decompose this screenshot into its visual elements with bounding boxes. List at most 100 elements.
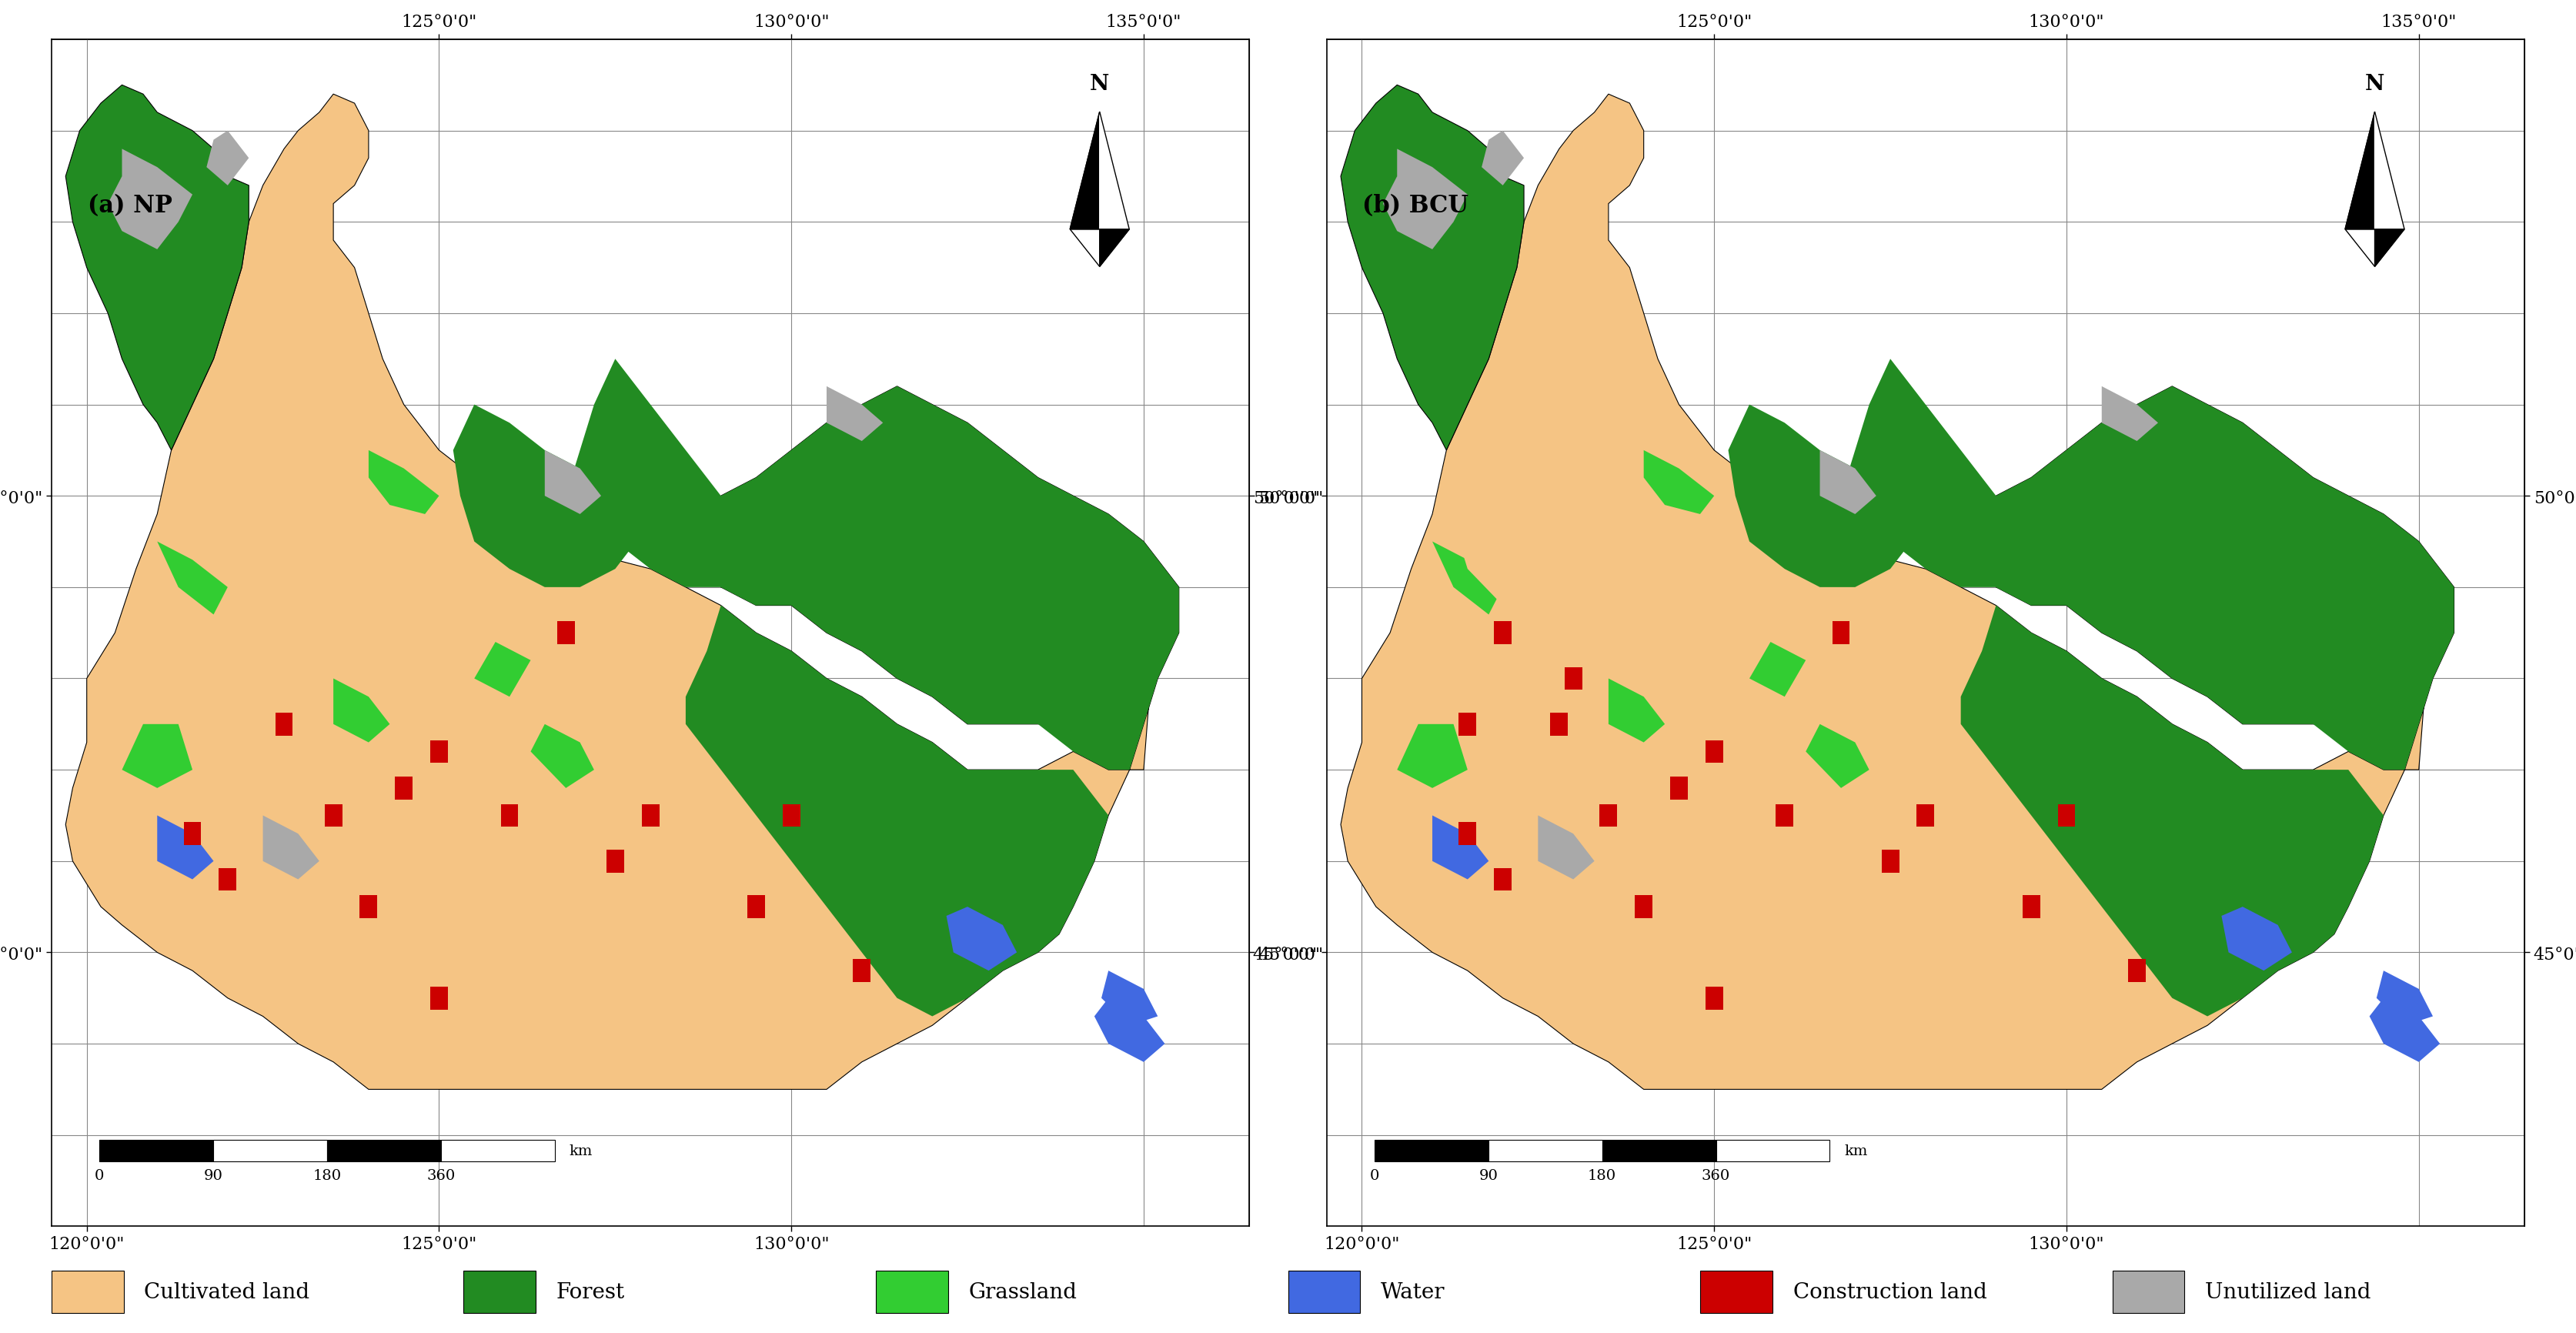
Text: 0: 0 (1370, 1168, 1378, 1182)
Polygon shape (1453, 496, 1558, 633)
Polygon shape (2344, 229, 2375, 267)
Polygon shape (2378, 970, 2432, 1025)
Bar (1917, 804, 1935, 826)
Polygon shape (1481, 131, 1525, 187)
Polygon shape (64, 95, 1180, 1089)
Polygon shape (2375, 112, 2403, 229)
Polygon shape (706, 387, 1180, 770)
Polygon shape (121, 149, 193, 223)
Polygon shape (1607, 678, 1664, 742)
Bar (2128, 960, 2146, 982)
Polygon shape (2370, 998, 2439, 1062)
Polygon shape (1340, 95, 2455, 1089)
Bar (276, 713, 294, 736)
Text: Forest: Forest (556, 1281, 626, 1302)
Polygon shape (1069, 229, 1100, 267)
Bar (1832, 621, 1850, 645)
Bar (747, 896, 765, 918)
Text: Water: Water (1381, 1281, 1445, 1302)
Bar (1564, 668, 1582, 690)
Polygon shape (64, 85, 250, 451)
Bar (500, 804, 518, 826)
Text: km: km (569, 1144, 592, 1157)
Polygon shape (1643, 451, 1713, 515)
Bar (1636, 896, 1654, 918)
Bar (1705, 740, 1723, 764)
Bar (853, 960, 871, 982)
Bar (1458, 713, 1476, 736)
Polygon shape (1728, 405, 1911, 588)
Polygon shape (1981, 387, 2455, 770)
Bar (783, 804, 801, 826)
Polygon shape (1819, 451, 1875, 515)
Polygon shape (453, 405, 636, 588)
Bar (2058, 804, 2076, 826)
Bar (325, 804, 343, 826)
Polygon shape (1960, 605, 2383, 1017)
Bar (1775, 804, 1793, 826)
Polygon shape (332, 678, 389, 742)
Polygon shape (685, 605, 1108, 1017)
Bar (1458, 822, 1476, 845)
Text: (b) BCU: (b) BCU (1363, 195, 1468, 219)
Text: Cultivated land: Cultivated land (144, 1281, 309, 1302)
Bar (1376, 1140, 1489, 1161)
Polygon shape (121, 724, 193, 788)
Polygon shape (108, 177, 178, 249)
Text: 0: 0 (95, 1168, 103, 1182)
Polygon shape (157, 543, 227, 615)
Polygon shape (567, 360, 778, 605)
Polygon shape (157, 816, 214, 880)
Text: 360: 360 (1703, 1168, 1731, 1182)
Polygon shape (368, 451, 438, 515)
Bar (641, 804, 659, 826)
Bar (1705, 986, 1723, 1009)
Bar (394, 777, 412, 800)
Bar (219, 868, 237, 890)
Text: N: N (1090, 73, 1110, 95)
Polygon shape (263, 816, 319, 880)
Bar (1494, 868, 1512, 890)
Bar (100, 1140, 214, 1161)
Polygon shape (1095, 998, 1164, 1062)
Polygon shape (1340, 85, 1525, 451)
Polygon shape (206, 131, 250, 187)
Text: Construction land: Construction land (1793, 1281, 1986, 1302)
Bar (1489, 1140, 1602, 1161)
Polygon shape (2344, 112, 2375, 229)
Polygon shape (1396, 149, 1468, 223)
Polygon shape (1100, 112, 1128, 229)
Bar (1602, 1140, 1716, 1161)
Bar (1551, 713, 1569, 736)
Bar (327, 1140, 440, 1161)
Text: 90: 90 (204, 1168, 222, 1182)
Bar (1716, 1140, 1829, 1161)
Text: 180: 180 (312, 1168, 340, 1182)
Polygon shape (1396, 724, 1468, 788)
Bar (430, 740, 448, 764)
Bar (361, 896, 379, 918)
Text: km: km (1844, 1144, 1868, 1157)
Polygon shape (1538, 816, 1595, 880)
Polygon shape (1069, 112, 1100, 229)
Polygon shape (827, 387, 884, 441)
Polygon shape (474, 643, 531, 697)
Text: Grassland: Grassland (969, 1281, 1077, 1302)
Bar (1494, 621, 1512, 645)
Bar (1669, 777, 1687, 800)
Bar (556, 621, 574, 645)
Polygon shape (1432, 543, 1502, 615)
Polygon shape (1842, 360, 2053, 605)
Polygon shape (2221, 906, 2293, 970)
Text: N: N (2365, 73, 2385, 95)
Bar (440, 1140, 554, 1161)
Text: 180: 180 (1587, 1168, 1615, 1182)
Polygon shape (1749, 643, 1806, 697)
Text: Unutilized land: Unutilized land (2205, 1281, 2370, 1302)
Polygon shape (531, 724, 595, 788)
Bar (183, 822, 201, 845)
Polygon shape (2375, 229, 2403, 267)
Polygon shape (1806, 724, 1870, 788)
Bar (430, 986, 448, 1009)
Text: 360: 360 (428, 1168, 456, 1182)
